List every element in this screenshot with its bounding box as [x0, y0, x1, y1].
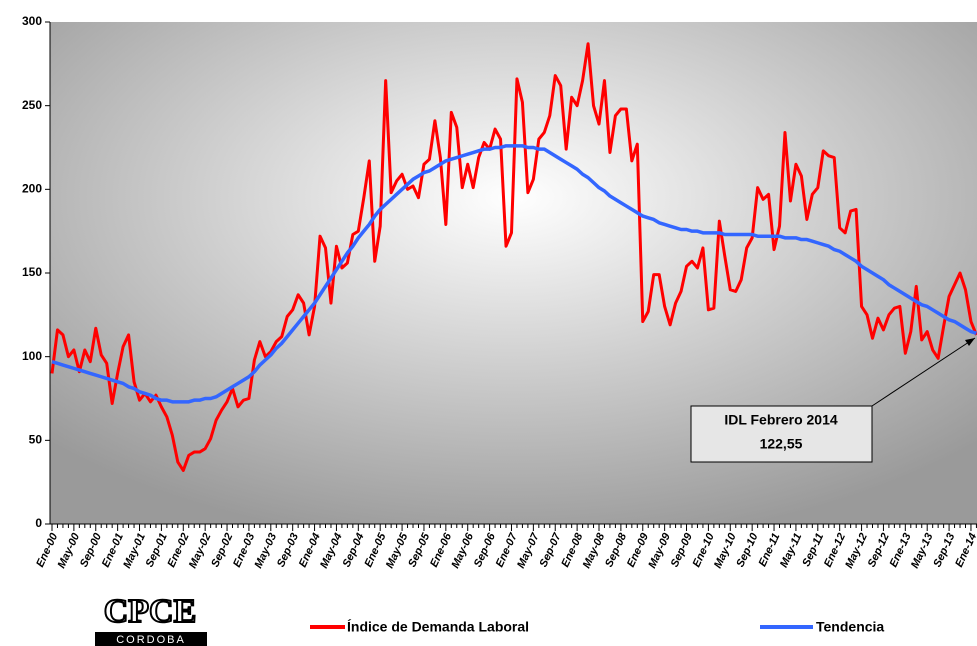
logo-text: CPCE [104, 593, 197, 630]
legend-label: Índice de Demanda Laboral [347, 619, 529, 635]
annotation-box [690, 405, 873, 463]
series-line [50, 42, 977, 472]
annotation-text: IDL Febrero 2014 [724, 412, 838, 428]
logo-subtext: CORDOBA [116, 634, 186, 646]
y-tick-label: 250 [22, 98, 42, 112]
legend-label: Tendencia [816, 619, 884, 635]
logo: CPCE CORDOBA [95, 592, 207, 646]
y-tick-label: 100 [22, 349, 42, 363]
y-tick-label: 200 [22, 182, 42, 196]
y-tick-label: 150 [22, 265, 42, 279]
y-tick-label: 50 [29, 433, 43, 447]
y-tick-label: 300 [22, 14, 42, 28]
logo-band [95, 632, 207, 646]
annotation-arrow [871, 337, 976, 407]
y-tick-label: 0 [35, 516, 42, 530]
series-line [51, 144, 977, 404]
arrow-head [965, 338, 975, 346]
annotation-text: 122,55 [760, 436, 803, 452]
